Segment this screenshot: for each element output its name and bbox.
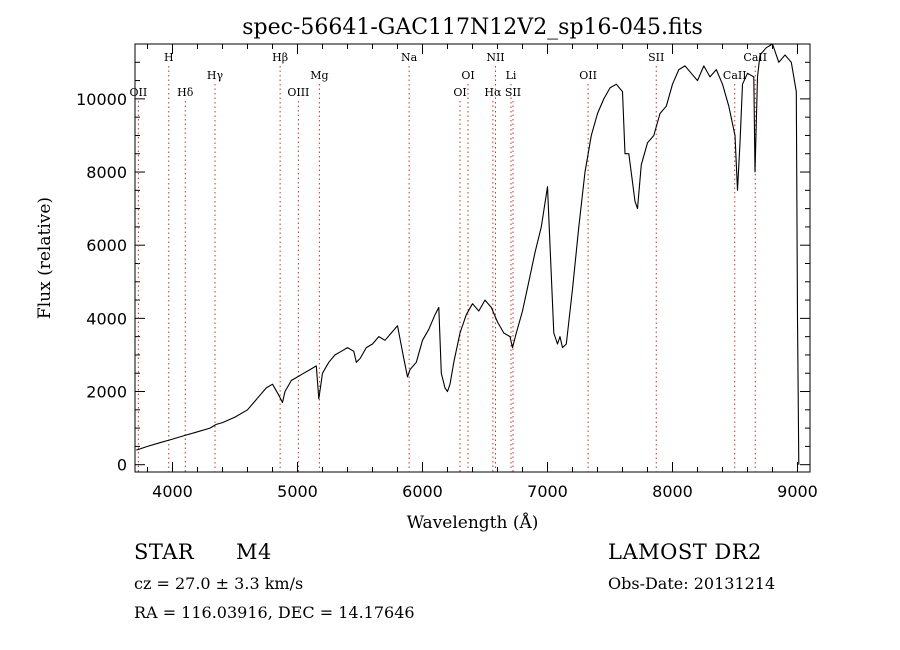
spectral-line-label: Na — [401, 51, 418, 64]
y-tick-label: 10000 — [76, 90, 127, 109]
object-type: STAR — [134, 540, 195, 564]
spectral-line-label: OI — [461, 69, 474, 82]
spectral-line-label: CaII — [723, 69, 747, 82]
chart-title: spec-56641-GAC117N12V2_sp16-045.fits — [242, 15, 703, 40]
x-tick-label: 9000 — [777, 482, 818, 501]
y-tick-label: 2000 — [86, 383, 127, 402]
y-tick-label: 4000 — [86, 309, 127, 328]
survey-name: LAMOST DR2 — [608, 540, 762, 564]
spectrum-line — [136, 43, 800, 465]
spectral-line-label: OI — [453, 86, 466, 99]
spectral-line-label: Mg — [310, 69, 328, 82]
x-tick-label: 7000 — [527, 482, 568, 501]
x-tick-label: 8000 — [652, 482, 693, 501]
spectral-line-label: Hγ — [207, 69, 224, 82]
y-axis-label: Flux (relative) — [35, 197, 55, 319]
coordinates-text: RA = 116.03916, DEC = 14.17646 — [134, 603, 415, 622]
spectral-line-label: CaII — [743, 51, 767, 64]
spectral-line-label: Hβ — [272, 51, 288, 64]
y-tick-label: 6000 — [86, 236, 127, 255]
spectral-line-label: SII — [505, 86, 521, 99]
spectral-line-label: Li — [506, 69, 517, 82]
spectral-line-label: OIII — [287, 86, 309, 99]
x-axis-label: Wavelength (Å) — [407, 512, 539, 533]
spectral-line-label: NII — [486, 51, 504, 64]
spectral-line-label: Hδ — [177, 86, 194, 99]
spectral-line-label: SII — [648, 51, 664, 64]
redshift-text: cz = 27.0 ± 3.3 km/s — [134, 574, 304, 593]
spectral-line-label: OII — [130, 86, 148, 99]
plot-frame — [134, 43, 811, 473]
spectral-line-label: OII — [579, 69, 597, 82]
y-tick-label: 0 — [117, 456, 127, 475]
x-tick-label: 4000 — [152, 482, 193, 501]
observation-date: Obs-Date: 20131214 — [608, 574, 776, 593]
x-tick-label: 6000 — [402, 482, 443, 501]
x-tick-label: 5000 — [277, 482, 318, 501]
spectral-line-label: H — [164, 51, 174, 64]
object-subclass: M4 — [236, 540, 272, 564]
y-tick-label: 8000 — [86, 163, 127, 182]
spectral-line-label: Hα — [484, 86, 502, 99]
